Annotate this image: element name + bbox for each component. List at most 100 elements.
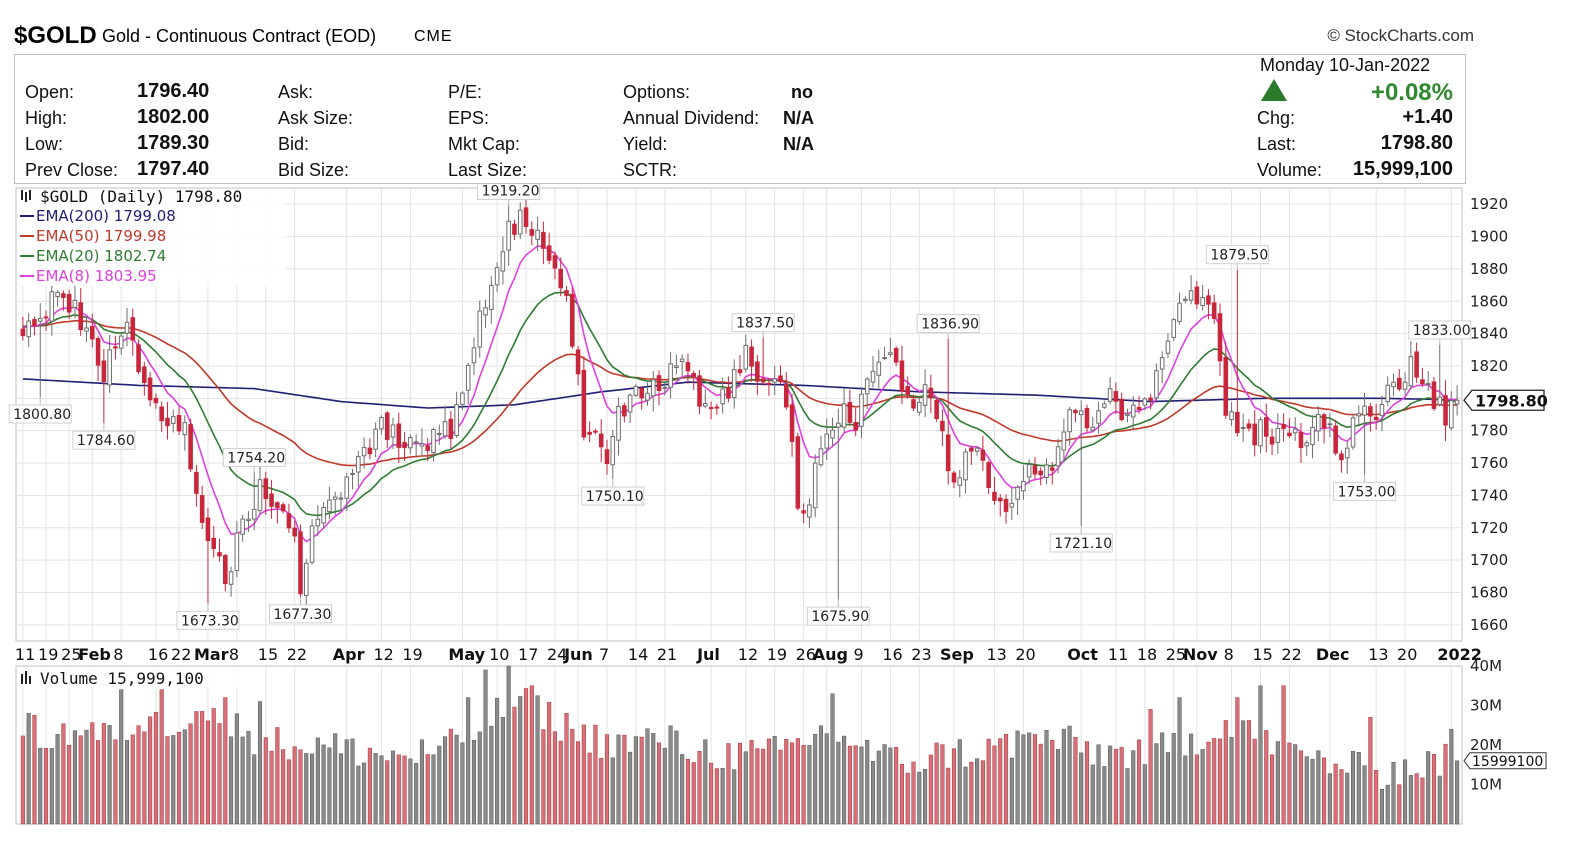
volume-bar	[593, 724, 598, 825]
volume-bar	[1414, 773, 1419, 825]
candle-body	[1113, 391, 1119, 402]
candle-body	[217, 552, 222, 557]
x-tick-label: 11	[1108, 645, 1128, 664]
volume-bar	[275, 727, 280, 825]
volume-bar	[489, 725, 494, 825]
candle-body	[49, 291, 55, 322]
volume-bar	[1362, 765, 1367, 825]
volume-bar	[1189, 733, 1194, 825]
candle-body	[703, 403, 708, 407]
volume-bar	[1032, 734, 1037, 825]
volume-bar	[882, 744, 887, 825]
candle-body	[853, 421, 858, 431]
y-tick-label: 1740	[1470, 486, 1508, 504]
candle-body	[1044, 464, 1049, 478]
price-volume-chart[interactable]: 1660168017001720174017601780180018201840…	[0, 184, 1586, 858]
candle-body	[1136, 406, 1142, 410]
candle-body	[1177, 302, 1182, 322]
x-tick-label: Jul	[696, 645, 720, 664]
volume-bar	[599, 757, 604, 825]
y-tick-label: 1840	[1470, 325, 1508, 343]
chg-label: Chg:	[1257, 108, 1296, 128]
volume-bar	[1079, 752, 1084, 825]
x-tick-label: 22	[287, 645, 307, 664]
volume-bar	[951, 748, 957, 825]
candle-body	[1078, 410, 1084, 416]
volume-bar	[836, 741, 841, 825]
volume-bar	[1171, 733, 1176, 825]
candle-body	[344, 476, 350, 499]
volume-bar	[668, 725, 673, 825]
candle-body	[390, 424, 396, 438]
volume-bar	[1212, 738, 1217, 825]
volume-bar	[217, 723, 222, 825]
candle-body	[951, 472, 957, 483]
candle-body	[662, 386, 668, 389]
candle-body	[1096, 410, 1101, 424]
bid-size-label: Bid Size:	[278, 160, 350, 180]
volume-bar	[136, 725, 141, 825]
quote-date: Monday 10-Jan-2022	[1260, 55, 1431, 75]
candle-body	[246, 518, 251, 521]
candle-body	[66, 293, 72, 313]
volume-bar	[466, 697, 471, 825]
candle-body	[442, 421, 448, 437]
candle-body	[529, 229, 535, 236]
candle-body	[517, 209, 523, 235]
candle-body	[564, 290, 569, 296]
open-value: 1796.40	[137, 80, 210, 102]
volume-bar	[564, 713, 569, 825]
annotation-label: 1750.10	[586, 489, 644, 505]
candle-body	[402, 442, 407, 449]
volume-bar	[252, 754, 257, 825]
candle-body	[1084, 408, 1090, 429]
candle-body	[598, 433, 604, 448]
annotation-box	[176, 610, 240, 630]
volume-bar	[425, 754, 430, 825]
x-tick-label: 25	[1166, 645, 1186, 664]
candle-body	[413, 441, 419, 444]
volume-bar	[980, 760, 985, 825]
candle-body	[1396, 377, 1402, 390]
volume-bar	[998, 738, 1003, 825]
candle-body	[1130, 404, 1136, 418]
volume-bar	[408, 758, 413, 825]
volume-bar	[1003, 733, 1009, 825]
x-tick-label: Nov	[1183, 645, 1218, 664]
y-tick-label: 1920	[1470, 195, 1508, 213]
candle-body	[552, 255, 558, 269]
volume-bar	[1431, 754, 1437, 825]
candle-body	[627, 394, 633, 413]
volume-bar	[610, 757, 615, 825]
volume-tick-label: 20M	[1470, 736, 1502, 754]
candle-body	[1385, 384, 1391, 403]
volume-bar	[1316, 750, 1321, 825]
candle-body	[755, 361, 760, 382]
volume-bar	[1136, 739, 1142, 825]
y-tick-label: 1860	[1470, 292, 1508, 310]
volume-bar	[1206, 741, 1211, 825]
candle-body	[1391, 381, 1396, 388]
candle-body	[679, 358, 685, 363]
candle-body	[963, 451, 968, 481]
sctr-label: SCTR:	[623, 160, 677, 180]
x-tick-label: 16	[882, 645, 902, 664]
volume-bar	[541, 729, 546, 825]
x-tick-label: Jun	[563, 645, 593, 664]
volume-bar	[142, 731, 147, 825]
candle-body	[593, 430, 598, 433]
candle-body	[1148, 397, 1153, 401]
candle-body	[847, 401, 853, 423]
volume-bar	[286, 759, 291, 825]
candle-body	[147, 377, 153, 401]
dividend-value: N/A	[783, 108, 814, 128]
volume-tick-label: 30M	[1470, 697, 1502, 715]
annotation-label: 1800.80	[13, 407, 71, 423]
copyright[interactable]: © StockCharts.com	[1327, 26, 1474, 45]
x-tick-label: 22	[1281, 645, 1301, 664]
volume-bar	[443, 736, 448, 825]
volume-bar	[101, 723, 106, 825]
candle-body	[32, 319, 37, 327]
annotation-label: 1919.20	[482, 184, 540, 199]
candle-legend-icon	[21, 190, 31, 202]
